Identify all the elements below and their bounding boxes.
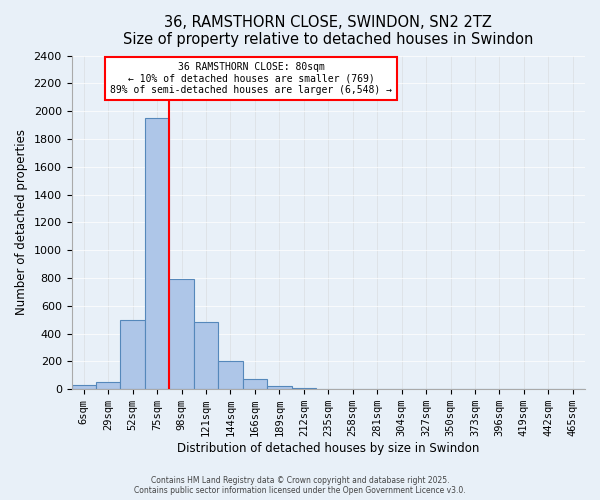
Bar (145, 118, 169, 389)
Bar (96, 382, 121, 389)
Bar (121, 320, 145, 389)
Text: 36 RAMSTHORN CLOSE: 80sqm
← 10% of detached houses are smaller (769)
89% of semi: 36 RAMSTHORN CLOSE: 80sqm ← 10% of detac… (110, 62, 392, 96)
Y-axis label: Number of detached properties: Number of detached properties (15, 130, 28, 316)
Text: Contains HM Land Registry data © Crown copyright and database right 2025.
Contai: Contains HM Land Registry data © Crown c… (134, 476, 466, 495)
Bar (267, 386, 292, 389)
Bar (292, 388, 316, 389)
Bar (218, 362, 242, 389)
Title: 36, RAMSTHORN CLOSE, SWINDON, SN2 2TZ
Size of property relative to detached hous: 36, RAMSTHORN CLOSE, SWINDON, SN2 2TZ Si… (123, 15, 533, 48)
Bar (242, 380, 267, 389)
Bar (169, 280, 194, 389)
Bar (71, 385, 96, 389)
Bar (316, 388, 340, 389)
X-axis label: Distribution of detached houses by size in Swindon: Distribution of detached houses by size … (177, 442, 479, 455)
Bar (194, 322, 218, 389)
